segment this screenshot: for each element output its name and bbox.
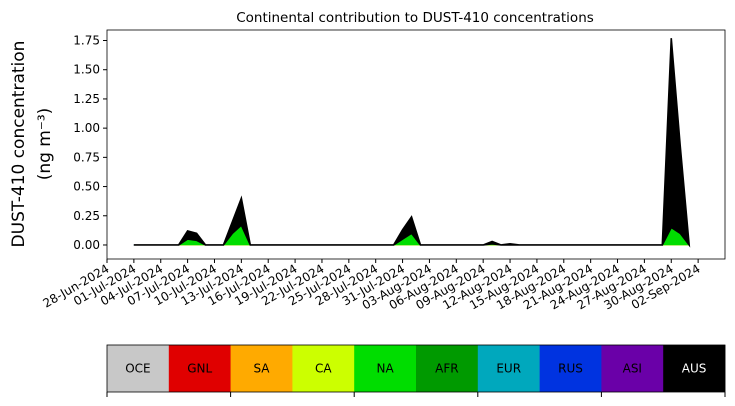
y-axis-label: DUST-410 concentration [9,41,29,248]
plot-frame [106,29,726,260]
area [133,38,691,248]
chart-title: Continental contribution to DUST-410 con… [236,10,594,26]
y-tick-label: 1.50 [73,63,100,77]
legend-label: GNL [187,362,212,376]
y-tick-label: 0.75 [73,150,100,164]
legend-label: ASI [623,362,642,376]
legend-swatch [230,345,293,392]
plot-area: 0.000.250.500.751.001.251.501.7528-Jun-2… [41,29,726,312]
legend-swatch [416,345,479,392]
legend-swatch [168,345,231,392]
legend-swatch [539,345,602,392]
legend-label: CA [315,362,332,376]
legend-label: OCE [125,362,150,376]
legend-label: NA [377,362,395,376]
legend-swatch [107,345,170,392]
legend-label: SA [253,362,270,376]
colorbar: OCE GNL SA CA NA AFR EUR RUS ASI AUS [106,344,726,397]
y-tick-label: 1.25 [73,92,100,106]
legend-label: RUS [558,362,583,376]
legend-swatch [477,345,540,392]
y-tick-label: 0.50 [73,180,100,194]
legend-label: AFR [435,362,458,376]
y-tick-label: 1.00 [73,121,100,135]
colorbar-frame [106,344,726,393]
legend-swatch [292,345,355,392]
legend-label: AUS [682,362,707,376]
legend-swatch [601,345,664,392]
y-tick-label: 0.00 [73,238,100,252]
y-tick-label: 0.25 [73,209,100,223]
legend-label: EUR [496,362,521,376]
legend-swatch [354,345,417,392]
legend-swatch [663,345,726,392]
y-tick-label: 1.75 [73,34,100,48]
y-axis-label: (ng m⁻³) [35,108,55,181]
